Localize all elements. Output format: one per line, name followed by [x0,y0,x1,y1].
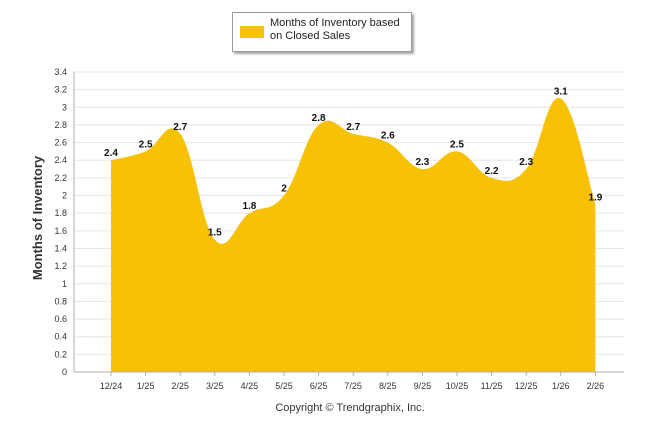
legend-swatch [240,26,264,38]
data-label: 2.2 [485,166,499,177]
y-tick-label: 1 [62,279,67,289]
y-tick-label: 0 [62,367,67,377]
x-tick-label: 8/25 [379,381,397,391]
x-tick-label: 7/25 [344,381,362,391]
data-label: 1.5 [208,228,222,239]
y-tick-label: 0.4 [54,332,67,342]
x-tick-label: 9/25 [414,381,432,391]
x-tick-label: 4/25 [241,381,259,391]
data-label: 2 [281,184,287,195]
y-tick-label: 2.2 [54,173,67,183]
data-label: 1.8 [242,201,256,212]
y-tick-labels: 0 0.2 0.4 0.6 0.8 1 1.2 1.4 1.6 1.8 2 2.2 2.4 2.6 2.8 3… [54,67,67,377]
data-labels: 2.4 2.5 2.7 1.5 1.8 2 2.8 2.7 2.6 2.3 2.5 2.2 2.3 3.1… [104,86,603,238]
x-tick-label: 12/25 [515,381,538,391]
y-tick-label: 1.6 [54,226,67,236]
series-area [111,97,596,372]
y-tick-label: 0.8 [54,296,67,306]
x-tick-label: 12/24 [100,381,123,391]
x-tick-label: 1/26 [552,381,570,391]
y-tick-label: 2.6 [54,138,67,148]
data-label: 2.6 [381,131,395,142]
x-tick-label: 11/25 [481,381,503,391]
x-tick-label: 6/25 [310,381,328,391]
y-tick-label: 1.4 [54,243,67,253]
y-tick-label: 2.8 [54,120,67,130]
y-axis-title: Months of Inventory [30,155,45,280]
data-label: 1.9 [588,192,602,203]
data-label: 2.5 [139,139,153,150]
x-tick-label: 2/26 [587,381,605,391]
data-label: 2.5 [450,139,464,150]
x-tick-label: 10/25 [446,381,469,391]
data-label: 2.3 [519,157,533,168]
data-label: 2.7 [346,122,360,133]
y-tick-label: 0.6 [54,314,67,324]
y-tick-label: 1.8 [54,208,67,218]
data-label: 3.1 [554,86,568,97]
x-tick-labels: 12/24 1/25 2/25 3/25 4/25 5/25 6/25 7/25 8/25 9/2… [100,381,604,391]
y-tick-label: 2.4 [54,155,67,165]
data-label: 2.3 [415,157,429,168]
y-tick-label: 3.4 [54,67,67,77]
y-tick-label: 1.2 [54,261,67,271]
x-tick-label: 2/25 [171,381,189,391]
data-label: 2.7 [173,122,187,133]
y-tick-label: 0.2 [54,349,67,359]
x-tick-label: 1/25 [137,381,155,391]
area-layer [111,97,596,372]
legend: Months of Inventory based on Closed Sale… [232,12,412,52]
x-tick-label: 5/25 [275,381,293,391]
data-label: 2.8 [312,113,326,124]
copyright-text: Copyright © Trendgraphix, Inc. [275,402,425,414]
legend-label: Months of Inventory based on Closed Sale… [270,17,400,42]
y-tick-label: 2 [62,191,67,201]
data-label: 2.4 [104,148,118,159]
y-tick-label: 3 [62,102,67,112]
y-tick-label: 3.2 [54,85,67,95]
axis-layer [73,72,624,376]
x-tick-label: 3/25 [206,381,224,391]
